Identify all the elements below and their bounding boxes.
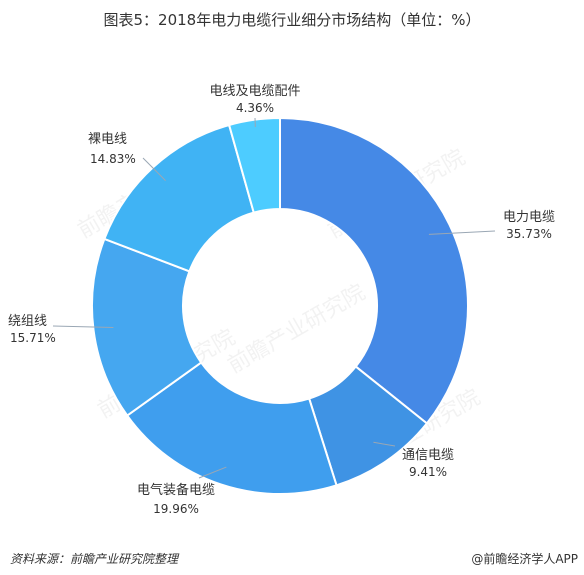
- category-label-4: 绕组线: [8, 314, 47, 329]
- leader-line-1: [428, 230, 496, 235]
- category-label-1: 电力电缆: [503, 209, 555, 225]
- value-label-5: 14.83%: [90, 152, 136, 166]
- category-label-3: 电气装备电缆: [137, 482, 215, 498]
- donut-slice-1: [279, 116, 469, 425]
- category-label-6: 电线及电缆配件: [209, 83, 300, 99]
- donut-slice-3: [125, 361, 338, 495]
- slice-group: [91, 116, 469, 495]
- leader-line-4: [52, 325, 114, 329]
- chart-title: 图表5：2018年电力电缆行业细分市场结构（单位：%）: [103, 11, 481, 29]
- label-group: 电力电缆 35.73% 通信电缆 9.41% 电气装备电缆 19.96% 绕组线 15.71%…: [8, 83, 555, 516]
- watermark-text: 前瞻产业研究院: [224, 280, 370, 379]
- category-label-5: 裸电线: [88, 132, 127, 147]
- leader-line-group: [52, 117, 496, 479]
- leader-line-5: [142, 157, 166, 181]
- value-label-2: 9.41%: [409, 465, 447, 479]
- category-label-2: 通信电缆: [402, 447, 454, 463]
- value-label-4: 15.71%: [10, 331, 56, 345]
- donut-slice-4: [91, 237, 203, 417]
- value-label-3: 19.96%: [153, 502, 199, 516]
- brand-credit: @前瞻经济学人APP: [471, 552, 578, 566]
- value-label-6: 4.36%: [236, 101, 274, 115]
- value-label-1: 35.73%: [506, 227, 552, 241]
- donut-slice-6: [227, 116, 281, 214]
- source-note: 资料来源：前瞻产业研究院整理: [10, 552, 179, 566]
- leader-line-2: [373, 441, 396, 447]
- leader-line-3: [198, 466, 227, 479]
